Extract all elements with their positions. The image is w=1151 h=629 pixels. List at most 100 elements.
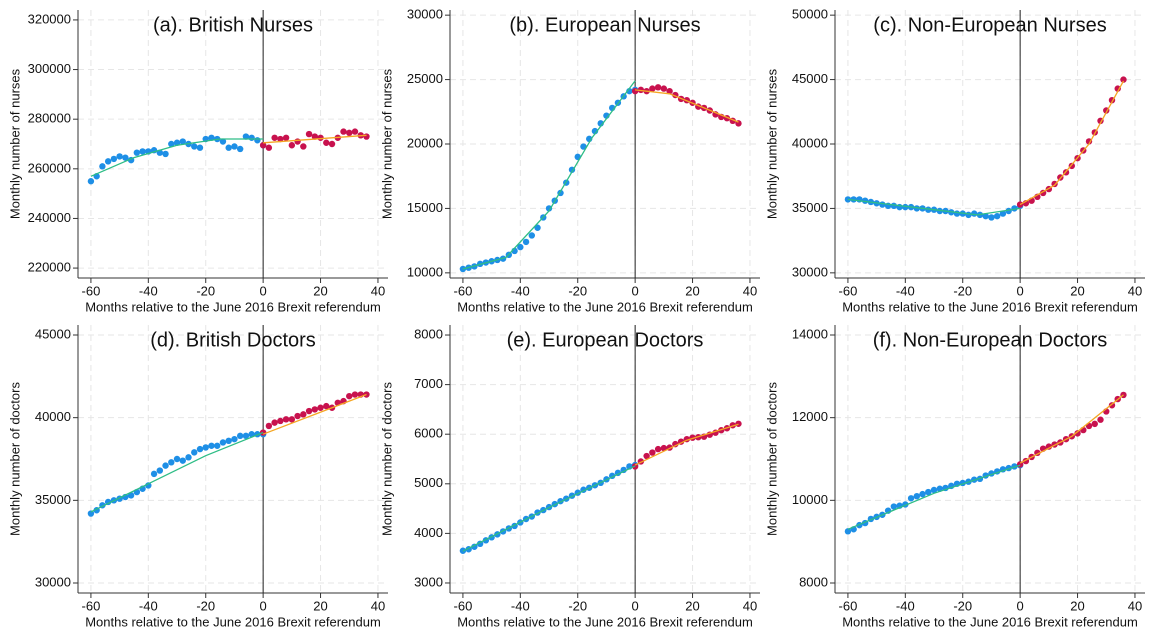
- point: [988, 214, 995, 221]
- point: [351, 128, 359, 135]
- fit-line: [90, 431, 264, 513]
- x-tick-label: 20: [685, 283, 699, 298]
- x-tick-label: 20: [313, 283, 327, 298]
- x-tick-label: 40: [1128, 598, 1142, 613]
- point: [919, 490, 926, 498]
- point: [242, 432, 250, 440]
- point: [1097, 416, 1104, 423]
- fit-line: [847, 198, 1021, 216]
- fit-line: [263, 134, 367, 144]
- point: [323, 139, 330, 146]
- point: [317, 134, 324, 141]
- point: [311, 406, 319, 413]
- panel-title: (d). British Doctors: [150, 329, 316, 351]
- y-tick-label: 8000: [799, 574, 828, 589]
- point: [191, 449, 198, 456]
- x-axis-label: Months relative to the June 2016 Brexit …: [457, 614, 753, 629]
- point: [208, 442, 215, 449]
- x-axis-label: Months relative to the June 2016 Brexit …: [85, 299, 381, 314]
- point: [993, 212, 1001, 220]
- point: [168, 459, 175, 466]
- point: [351, 391, 359, 398]
- y-tick-label: 220000: [28, 260, 71, 275]
- y-tick-label: 30000: [35, 574, 71, 589]
- y-tick-label: 240000: [28, 210, 71, 225]
- panel-title: (f). Non-European Doctors: [873, 329, 1108, 351]
- y-tick-label: 3000: [414, 574, 443, 589]
- point: [156, 467, 164, 474]
- point: [631, 87, 639, 95]
- y-tick-label: 300000: [28, 61, 71, 76]
- point: [672, 440, 679, 448]
- x-tick-label: -20: [568, 283, 587, 298]
- x-tick-label: 40: [371, 283, 385, 298]
- panel: 8000 10000 12000 14000 -60 -40 -20 0 20 40 (f). No…: [764, 325, 1145, 629]
- point: [191, 143, 198, 150]
- point: [87, 510, 95, 517]
- x-tick-label: 40: [1128, 283, 1142, 298]
- point: [225, 437, 232, 445]
- point: [231, 435, 238, 443]
- point: [346, 392, 353, 400]
- point: [259, 142, 267, 149]
- point: [311, 133, 319, 140]
- point: [649, 85, 656, 92]
- point: [185, 454, 192, 461]
- x-tick-label: 0: [1017, 598, 1024, 613]
- x-axis-label: Months relative to the June 2016 Brexit …: [842, 299, 1138, 314]
- y-tick-label: 25000: [407, 71, 443, 86]
- point: [305, 407, 313, 415]
- x-tick-label: -20: [568, 598, 587, 613]
- panel-title: (c). Non-European Nurses: [873, 14, 1106, 36]
- x-tick-label: -40: [139, 283, 158, 298]
- fit-line: [262, 393, 367, 435]
- x-tick-label: -40: [511, 598, 530, 613]
- panel-title: (e). European Doctors: [507, 329, 704, 351]
- fit-line: [634, 423, 739, 466]
- panel: 30000 35000 40000 45000 50000 -60 -40 -20 0 20 40 (…: [764, 7, 1145, 314]
- point: [317, 404, 324, 411]
- point: [649, 449, 656, 456]
- x-tick-label: 0: [1017, 283, 1024, 298]
- point: [248, 134, 255, 141]
- point: [265, 144, 273, 151]
- point: [162, 150, 169, 158]
- point: [127, 492, 135, 499]
- point: [168, 140, 175, 148]
- point: [1045, 443, 1053, 450]
- x-axis-label: Months relative to the June 2016 Brexit …: [842, 614, 1138, 629]
- point: [300, 411, 307, 418]
- point: [907, 495, 915, 502]
- fit-line: [90, 138, 264, 177]
- y-tick-label: 45000: [792, 71, 828, 86]
- point: [643, 452, 650, 460]
- y-tick-label: 7000: [414, 376, 443, 391]
- point: [259, 429, 267, 436]
- point: [340, 128, 347, 135]
- point: [735, 420, 742, 427]
- y-tick-label: 320000: [28, 11, 71, 26]
- x-tick-label: 0: [260, 598, 267, 613]
- panel: 3000 4000 5000 6000 7000 8000 -60 -40 -20 0 20 40 (e…: [379, 325, 760, 629]
- point: [99, 163, 106, 170]
- point: [214, 442, 221, 449]
- point: [545, 205, 553, 212]
- y-tick-label: 10000: [407, 264, 443, 279]
- point: [236, 145, 244, 153]
- point: [294, 138, 301, 145]
- point: [288, 142, 296, 149]
- point: [534, 224, 541, 231]
- point: [666, 87, 673, 95]
- y-tick-label: 40000: [35, 409, 71, 424]
- point: [654, 84, 662, 91]
- point: [282, 134, 290, 141]
- point: [346, 129, 353, 137]
- y-axis-label: Monthly number of doctors: [7, 382, 22, 536]
- point: [1120, 76, 1127, 83]
- x-axis-label: Months relative to the June 2016 Brexit …: [457, 299, 753, 314]
- y-axis-label: Monthly number of doctors: [379, 382, 394, 536]
- x-tick-label: -60: [454, 283, 473, 298]
- point: [953, 210, 961, 217]
